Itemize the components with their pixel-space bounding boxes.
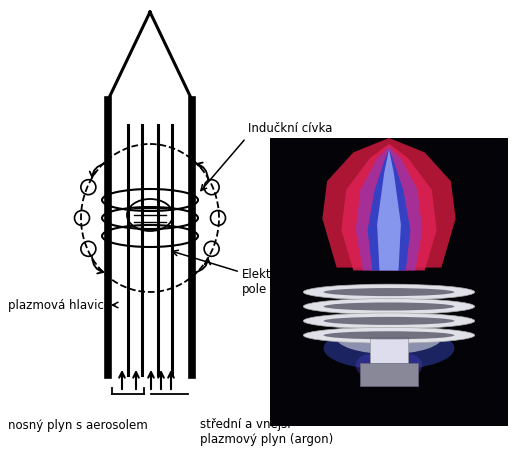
Polygon shape <box>322 138 455 267</box>
Text: Elektromagnetické
pole: Elektromagnetické pole <box>242 268 353 296</box>
Ellipse shape <box>323 327 454 370</box>
Text: střední a vnější
plazmový plyn (argon): střední a vnější plazmový plyn (argon) <box>200 418 333 446</box>
Polygon shape <box>368 150 410 271</box>
Text: Indučkní cívka: Indučkní cívka <box>248 121 333 134</box>
Bar <box>370 337 408 365</box>
Ellipse shape <box>303 313 475 329</box>
Polygon shape <box>356 147 423 271</box>
Ellipse shape <box>303 299 475 314</box>
Text: plazmová hlavice: plazmová hlavice <box>8 299 111 312</box>
Ellipse shape <box>303 284 475 300</box>
Bar <box>360 363 417 386</box>
Polygon shape <box>341 144 436 271</box>
Ellipse shape <box>356 354 384 377</box>
Ellipse shape <box>394 354 423 377</box>
Ellipse shape <box>323 288 454 296</box>
Text: nosný plyn s aerosolem: nosný plyn s aerosolem <box>8 419 148 432</box>
Ellipse shape <box>336 319 443 354</box>
Polygon shape <box>377 150 401 271</box>
Ellipse shape <box>303 327 475 343</box>
Ellipse shape <box>323 331 454 339</box>
Ellipse shape <box>323 303 454 310</box>
Ellipse shape <box>323 317 454 325</box>
